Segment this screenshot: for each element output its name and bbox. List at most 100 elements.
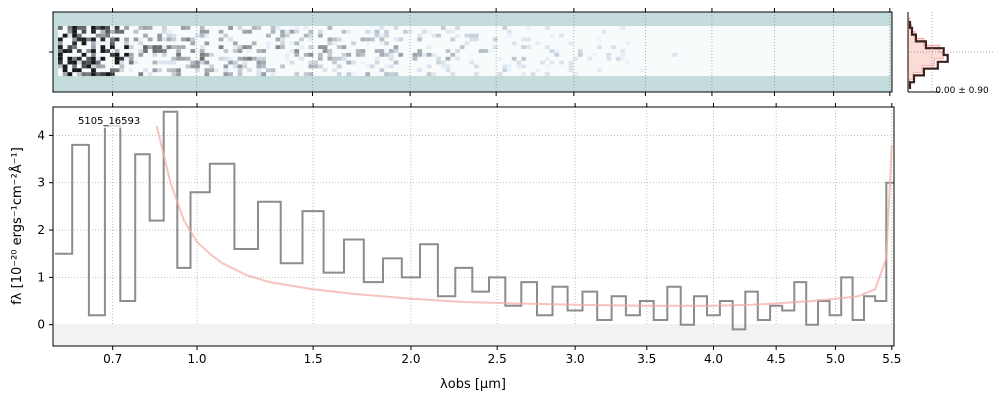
heatmap-cell <box>76 60 82 65</box>
heatmap-cell <box>180 26 186 30</box>
heatmap-cell <box>232 60 238 65</box>
heatmap-cell <box>450 72 456 77</box>
profile-content <box>907 12 994 92</box>
heatmap-cell <box>516 60 522 65</box>
heatmap-cell <box>388 52 394 57</box>
heatmap-cell <box>549 60 555 65</box>
heatmap-cell <box>332 56 337 61</box>
heatmap-cell <box>596 68 602 73</box>
heatmap-cell <box>445 29 451 34</box>
heatmap-cell <box>308 60 314 65</box>
heatmap-cell <box>431 72 437 77</box>
heatmap-cell <box>81 72 87 77</box>
heatmap-cell <box>294 49 300 53</box>
heatmap-cell <box>492 45 498 50</box>
object-label-box <box>70 112 142 128</box>
heatmap-cell <box>91 49 96 53</box>
heatmap-cell <box>445 68 451 73</box>
heatmap-cell <box>72 29 77 34</box>
heatmap-cell <box>374 49 380 53</box>
heatmap-cell <box>143 45 148 50</box>
heatmap-cell <box>464 41 470 46</box>
heatmap-cell <box>58 56 63 61</box>
heatmap-cell <box>228 72 233 77</box>
heatmap-cell <box>76 33 82 38</box>
heatmap-cell <box>76 68 82 73</box>
heatmap-cell <box>450 52 456 57</box>
heatmap-cell <box>247 49 252 53</box>
heatmap-cell <box>351 72 356 77</box>
heatmap-cell <box>336 64 342 69</box>
heatmap-cell <box>251 26 257 30</box>
heatmap-cell <box>256 60 262 65</box>
heatmap-cell <box>209 64 215 69</box>
heatmap-cell <box>124 56 129 61</box>
heatmap-cell <box>398 52 404 57</box>
heatmap-cell <box>105 41 111 46</box>
heatmap-cell <box>521 56 527 61</box>
heatmap-cell <box>147 72 153 77</box>
heatmap-cell <box>384 52 389 57</box>
heatmap-cell <box>209 68 215 73</box>
heatmap-cell <box>199 26 205 30</box>
heatmap-cell <box>185 26 191 30</box>
heatmap-cell <box>58 41 63 46</box>
x-tick-label: 5.0 <box>826 352 845 366</box>
heatmap-cell <box>218 45 224 50</box>
heatmap-cell <box>190 64 196 69</box>
object-label: 5105_16593 <box>78 116 140 127</box>
heatmap-cell <box>247 68 252 73</box>
heatmap-cell <box>114 49 120 53</box>
heatmap-cell <box>596 37 602 42</box>
heatmap-cell <box>256 64 262 69</box>
heatmap-cell <box>261 60 267 65</box>
heatmap-cell <box>370 37 375 42</box>
heatmap-cell <box>284 52 290 57</box>
heatmap-cell <box>530 72 536 77</box>
heatmap-cell <box>95 41 101 46</box>
heatmap-cell <box>540 60 545 65</box>
heatmap-cell <box>450 29 456 34</box>
heatmap-cell <box>152 68 158 73</box>
main-frame <box>52 106 895 347</box>
heatmap-cell <box>180 45 186 50</box>
heatmap-cell <box>445 49 451 53</box>
heatmap-cell <box>526 26 531 30</box>
heatmap-cell <box>58 26 63 30</box>
heatmap-cell <box>365 37 371 42</box>
heatmap-cell <box>232 45 238 50</box>
heatmap-cell <box>114 68 120 73</box>
heatmap-cell <box>422 29 427 34</box>
heatmap-cell <box>327 49 333 53</box>
heatmap-cell <box>303 72 309 77</box>
heatmap-cell <box>606 56 612 61</box>
heatmap-cell <box>332 60 337 65</box>
heatmap-cell <box>341 56 347 61</box>
heatmap-cell <box>157 37 163 42</box>
heatmap-cell <box>81 41 87 46</box>
heatmap-cell <box>67 60 73 65</box>
heatmap-cell <box>100 45 106 50</box>
heatmap-cell <box>365 29 371 34</box>
heatmap-cell <box>303 52 309 57</box>
y-tick-label: 2 <box>37 223 45 237</box>
heatmap-cell <box>218 37 224 42</box>
heatmap-cell <box>62 49 68 53</box>
heatmap-cell <box>535 68 541 73</box>
heatmap-cell <box>72 64 77 69</box>
heatmap-cell <box>232 41 238 46</box>
heatmap-cell <box>587 56 593 61</box>
heatmap-cell <box>336 56 342 61</box>
heatmap-cell <box>72 56 77 61</box>
heatmap-cell <box>360 49 366 53</box>
heatmap-cell <box>237 72 243 77</box>
heatmap-cell <box>275 45 281 50</box>
heatmap-cell <box>351 41 356 46</box>
heatmap-cell <box>417 49 423 53</box>
heatmap-cell <box>388 64 394 69</box>
heatmap-cell <box>393 72 399 77</box>
heatmap-cell <box>544 56 550 61</box>
heatmap-cell <box>625 60 631 65</box>
heatmap-cell <box>469 33 475 38</box>
heatmap-cell <box>133 60 139 65</box>
